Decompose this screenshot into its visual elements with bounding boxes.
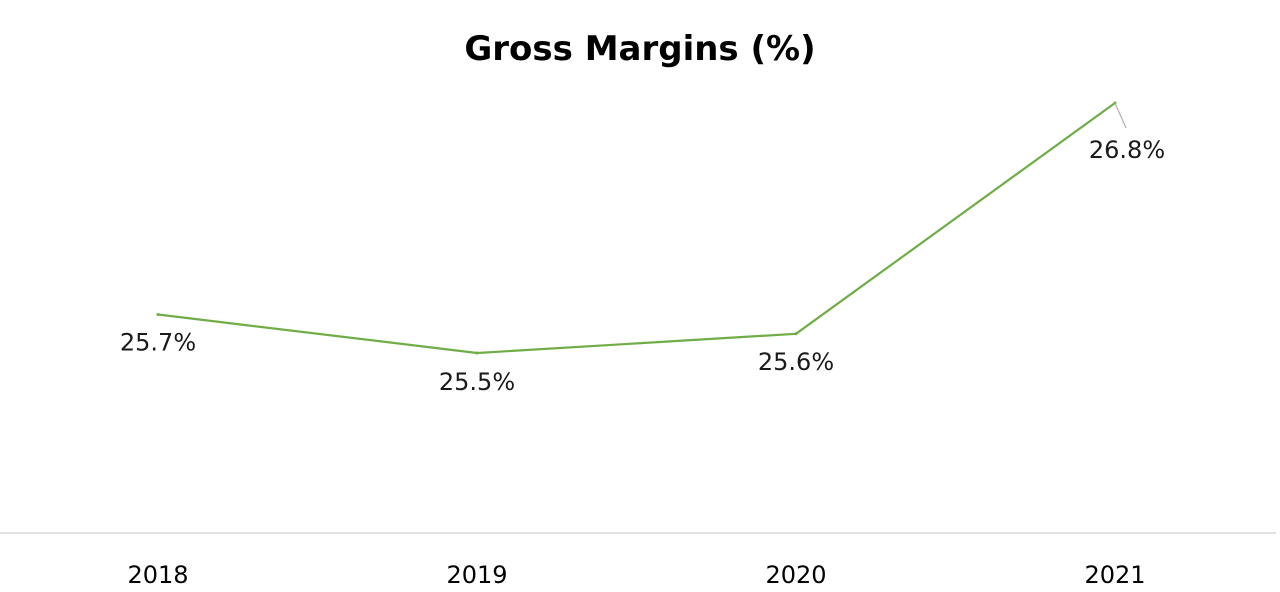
x-tick-label-2019: 2019 [446,561,507,589]
x-tick-label-2020: 2020 [765,561,826,589]
x-axis-ticks: 2018 2019 2020 2021 [127,561,1145,589]
data-point-2020 [794,332,798,336]
chart-title: Gross Margins (%) [464,29,815,69]
data-point-2019 [475,351,479,355]
data-label-2020: 25.6% [758,348,834,376]
data-point-2018 [156,313,160,317]
data-label-leader-line [1114,102,1127,129]
data-label-2021: 26.8% [1089,136,1165,164]
data-label-2019: 25.5% [439,368,515,396]
data-labels: 25.7% 25.5% 25.6% 26.8% [120,102,1165,396]
series-layer [156,101,1117,355]
x-tick-label-2018: 2018 [127,561,188,589]
series-line [157,102,1116,355]
data-label-2018: 25.7% [120,329,196,357]
x-tick-label-2021: 2021 [1084,561,1145,589]
